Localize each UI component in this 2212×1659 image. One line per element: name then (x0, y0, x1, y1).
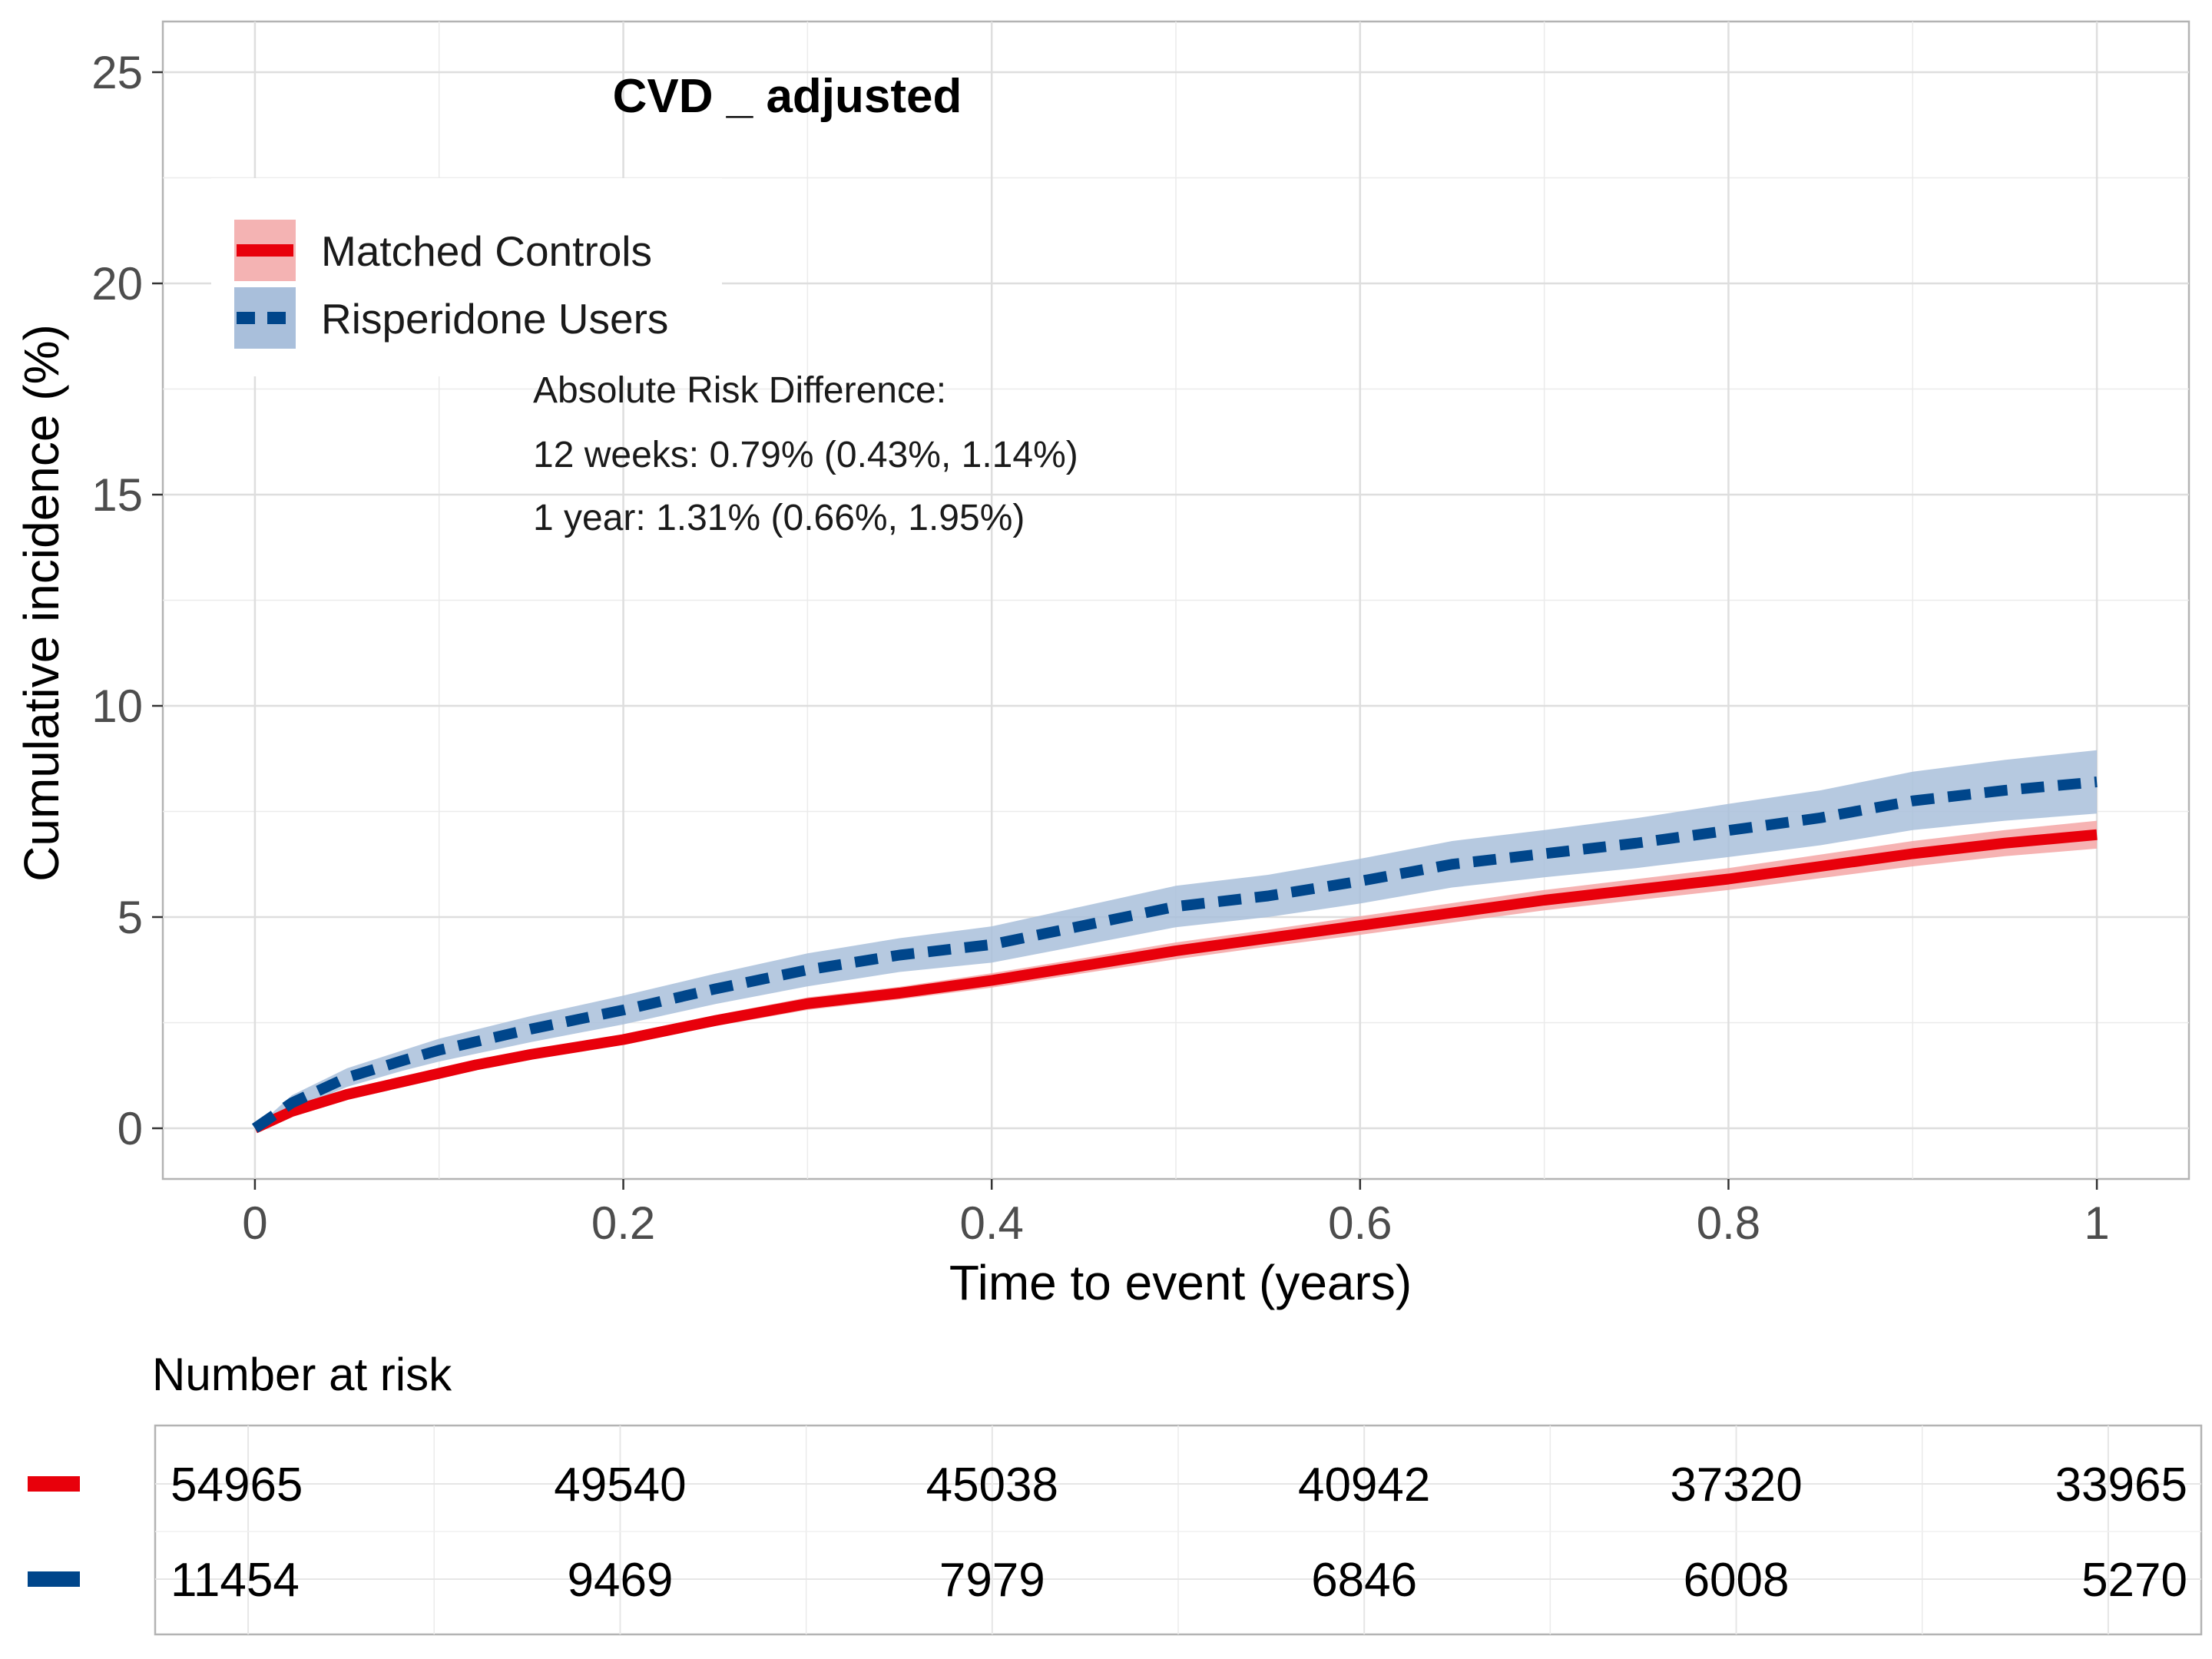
risk-difference-annotation: Absolute Risk Difference: 12 weeks: 0.79… (533, 370, 1078, 538)
x-tick-label: 0.6 (1328, 1197, 1392, 1249)
x-axis-ticks: 0 0.2 0.4 0.6 0.8 1 (242, 1179, 2110, 1249)
legend-background (211, 178, 722, 376)
risk-table: Number at risk 54965 49540 45038 40942 37320… (28, 1349, 2203, 1636)
y-tick-label: 5 (118, 892, 143, 943)
risk-table-value: 49540 (554, 1459, 686, 1512)
risk-table-value: 54965 (171, 1459, 303, 1512)
y-tick-label: 25 (91, 47, 143, 98)
x-tick-label: 0.2 (591, 1197, 655, 1249)
annotation-line-1: Absolute Risk Difference: (533, 370, 946, 411)
risk-table-value: 6008 (1684, 1554, 1790, 1607)
annotation-line-3: 1 year: 1.31% (0.66%, 1.95%) (533, 498, 1025, 538)
risk-table-value: 37320 (1670, 1459, 1802, 1512)
risk-table-keys (28, 1476, 80, 1587)
y-tick-label: 20 (91, 258, 143, 310)
risk-table-value: 40942 (1298, 1459, 1430, 1512)
series-lines (251, 777, 2098, 1134)
risk-table-title: Number at risk (152, 1349, 452, 1400)
x-tick-label: 1 (2084, 1197, 2109, 1249)
ci-band-series-1 (254, 820, 2098, 1128)
x-tick-label: 0.4 (959, 1197, 1023, 1249)
x-axis-label: Time to event (years) (949, 1255, 1412, 1310)
series-line-1 (252, 829, 2098, 1134)
x-tick-label: 0.8 (1697, 1197, 1760, 1249)
legend: Matched Controls Risperidone Users (211, 178, 722, 376)
y-tick-label: 15 (91, 469, 143, 521)
x-tick-label: 0 (242, 1197, 267, 1249)
y-tick-label: 10 (91, 680, 143, 732)
risk-table-grid (155, 1426, 2201, 1634)
chart-title: CVD _ adjusted (613, 70, 962, 123)
risk-table-value: 7979 (939, 1554, 1045, 1607)
risk-table-value: 9469 (567, 1554, 673, 1607)
risk-table-value: 11454 (171, 1554, 300, 1607)
legend-label-risperidone-users: Risperidone Users (321, 295, 668, 343)
series-line-2 (251, 777, 2098, 1133)
risk-table-values: 54965 49540 45038 40942 37320 33965 11454 9469 7… (171, 1459, 2187, 1607)
y-axis-label: Cumulative incidence (%) (14, 324, 69, 882)
risk-table-value: 45038 (926, 1459, 1058, 1512)
y-tick-label: 0 (118, 1103, 143, 1154)
plot-panel: 0 5 10 15 20 25 0 0.2 0.4 0.6 0.8 1 (91, 20, 2190, 1249)
annotation-line-2: 12 weeks: 0.79% (0.43%, 1.14%) (533, 435, 1078, 475)
y-axis-ticks: 0 5 10 15 20 25 (91, 47, 163, 1154)
legend-label-matched-controls: Matched Controls (321, 227, 652, 275)
risk-table-value: 5270 (2081, 1554, 2187, 1607)
risk-table-value: 33965 (2055, 1459, 2187, 1512)
risk-table-value: 6846 (1311, 1554, 1417, 1607)
